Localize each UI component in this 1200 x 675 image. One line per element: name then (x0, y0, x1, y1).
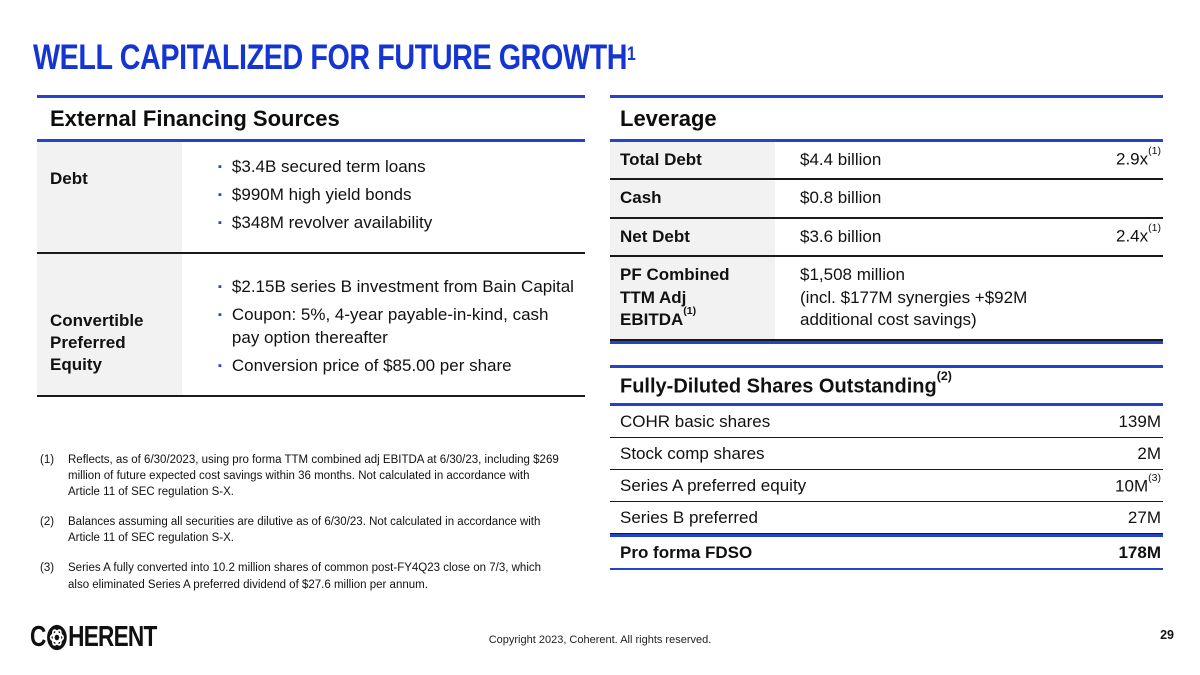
row-label: Debt (37, 142, 182, 253)
leverage-heading: Leverage (620, 106, 717, 131)
row-label: Convertible Preferred Equity (37, 254, 182, 395)
row-label: Series B preferred (620, 508, 758, 528)
list-item-text: $2.15B series B investment from Bain Cap… (231, 277, 574, 297)
row-value: 139M (1118, 411, 1161, 431)
list-item-text: $3.4B secured term loans (231, 157, 426, 176)
row-value: 178M (1118, 542, 1161, 562)
list-item-text: Conversion price of $85.00 per share (231, 355, 512, 375)
row-content: ▪ $2.15B series B investment from Bain C… (182, 254, 585, 394)
table-row-series-a-preferred: Series A preferred equity 10M(3) (610, 470, 1163, 503)
table-row-pro-forma-fdso: Pro forma FDSO 178M (610, 537, 1163, 568)
divider (610, 139, 1163, 142)
list-item-text: Coupon: 5%, 4-year payable-in-kind, cash… (231, 305, 549, 347)
footnote-ref: (1) (1148, 144, 1161, 157)
divider (610, 340, 1163, 344)
page-number: 29 (1160, 628, 1174, 642)
list-item: ▪ $348M revolver availability (218, 212, 579, 235)
coherent-logo-orb-icon (47, 624, 67, 651)
row-value: $4.4 billion (800, 150, 882, 169)
row-value: 27M (1127, 508, 1161, 528)
table-row-debt: Debt ▪ $3.4B secured term loans ▪ $990M … (37, 142, 585, 255)
list-item: ▪ $3.4B secured term loans (218, 156, 579, 179)
row-label: Net Debt (610, 218, 775, 256)
bullet-square-icon: ▪ (218, 161, 222, 173)
fdso-section: Fully-Diluted Shares Outstanding(2) COHR… (610, 364, 1163, 571)
footnote-number: (2) (40, 516, 55, 529)
row-label: Cash (610, 180, 775, 217)
footnote-text: Series A fully converted into 10.2 milli… (68, 562, 542, 591)
external-financing-section: External Financing Sources Debt ▪ $3.4B … (37, 95, 585, 397)
footnote-number: (3) (40, 562, 55, 575)
table-row-series-b-preferred: Series B preferred 27M (610, 502, 1163, 535)
row-value: $3.6 billion (800, 226, 882, 246)
footnote-ref: (3) (1148, 471, 1161, 484)
divider (37, 139, 585, 142)
row-value: 2M (1137, 443, 1161, 463)
row-content: ▪ $3.4B secured term loans ▪ $990M high … (182, 142, 585, 252)
row-label: COHR basic shares (620, 411, 771, 431)
row-value: $0.8 billion (800, 188, 882, 208)
footnote-text: Reflects, as of 6/30/2023, using pro for… (68, 454, 559, 499)
bullet-square-icon: ▪ (218, 189, 222, 202)
list-item: ▪ Conversion price of $85.00 per share (218, 355, 579, 378)
footnote-2: (2) Balances assuming all securities are… (40, 514, 560, 546)
footnotes: (1) Reflects, as of 6/30/2023, using pro… (40, 452, 560, 607)
page-title-footnote-ref: 1 (627, 44, 636, 66)
bullet-square-icon: ▪ (218, 217, 222, 230)
leverage-section: Leverage Total Debt $4.4 billion 2.9x(1)… (610, 95, 1163, 571)
row-value: $1,508 million (incl. $177M synergies +$… (800, 265, 1028, 330)
footnote-ref: (2) (936, 368, 952, 383)
row-label: PF Combined TTM Adj EBITDA(1) (610, 257, 775, 339)
row-label: Pro forma FDSO (620, 542, 753, 562)
row-ratio (1083, 180, 1163, 216)
copyright-text: Copyright 2023, Coherent. All rights res… (488, 634, 712, 646)
list-item: ▪ $2.15B series B investment from Bain C… (218, 276, 579, 299)
page-title: WELL CAPITALIZED FOR FUTURE GROWTH1 (33, 38, 636, 78)
footnote-text: Balances assuming all securities are dil… (68, 516, 541, 545)
divider (37, 95, 585, 98)
row-ratio: 2.9x(1) (1115, 144, 1161, 169)
fdso-heading: Fully-Diluted Shares Outstanding(2) (620, 368, 952, 398)
table-row-stock-comp-shares: Stock comp shares 2M (610, 438, 1163, 470)
leverage-table: Total Debt $4.4 billion 2.9x(1) Cash $0.… (610, 142, 1163, 344)
logo-letters-rest: HERENT (68, 621, 157, 653)
footnote-3: (3) Series A fully converted into 10.2 m… (40, 560, 560, 592)
table-row-cohr-basic-shares: COHR basic shares 139M (610, 406, 1163, 438)
table-row-cash: Cash $0.8 billion (610, 180, 1163, 219)
table-row-convertible-preferred-equity: Convertible Preferred Equity ▪ $2.15B se… (37, 254, 585, 395)
list-item: ▪ $990M high yield bonds (218, 184, 579, 207)
logo-letter-c: C (30, 621, 46, 653)
coherent-logo: C HERENT (30, 621, 157, 654)
external-financing-table: Debt ▪ $3.4B secured term loans ▪ $990M … (37, 142, 585, 397)
bullet-square-icon: ▪ (218, 359, 222, 372)
external-financing-heading: External Financing Sources (50, 106, 340, 131)
bullet-square-icon: ▪ (218, 281, 222, 294)
divider (610, 403, 1163, 406)
footnote-1: (1) Reflects, as of 6/30/2023, using pro… (40, 452, 560, 500)
page-title-text: WELL CAPITALIZED FOR FUTURE GROWTH (33, 38, 628, 77)
divider (610, 567, 1163, 571)
footnote-number: (1) (40, 454, 55, 466)
row-ratio: 2.4x(1) (1115, 221, 1161, 246)
list-item: ▪ Coupon: 5%, 4-year payable-in-kind, ca… (218, 304, 579, 349)
divider (610, 534, 1163, 537)
row-label: Total Debt (610, 142, 775, 179)
table-row-net-debt: Net Debt $3.6 billion 2.4x(1) (610, 218, 1163, 258)
list-item-text: $348M revolver availability (231, 213, 433, 233)
bullet-square-icon: ▪ (218, 309, 222, 322)
row-label: Series A preferred equity (620, 475, 807, 495)
list-item-text: $990M high yield bonds (231, 185, 412, 205)
table-row-pf-combined-ebitda: PF Combined TTM Adj EBITDA(1) $1,508 mil… (610, 257, 1163, 341)
row-value: 10M(3) (1115, 471, 1161, 496)
divider (610, 364, 1163, 368)
footnote-ref: (1) (1148, 221, 1161, 234)
footnote-ref: (1) (683, 305, 697, 318)
row-label: Stock comp shares (620, 443, 765, 463)
table-row-total-debt: Total Debt $4.4 billion 2.9x(1) (610, 142, 1163, 181)
divider (610, 95, 1163, 98)
